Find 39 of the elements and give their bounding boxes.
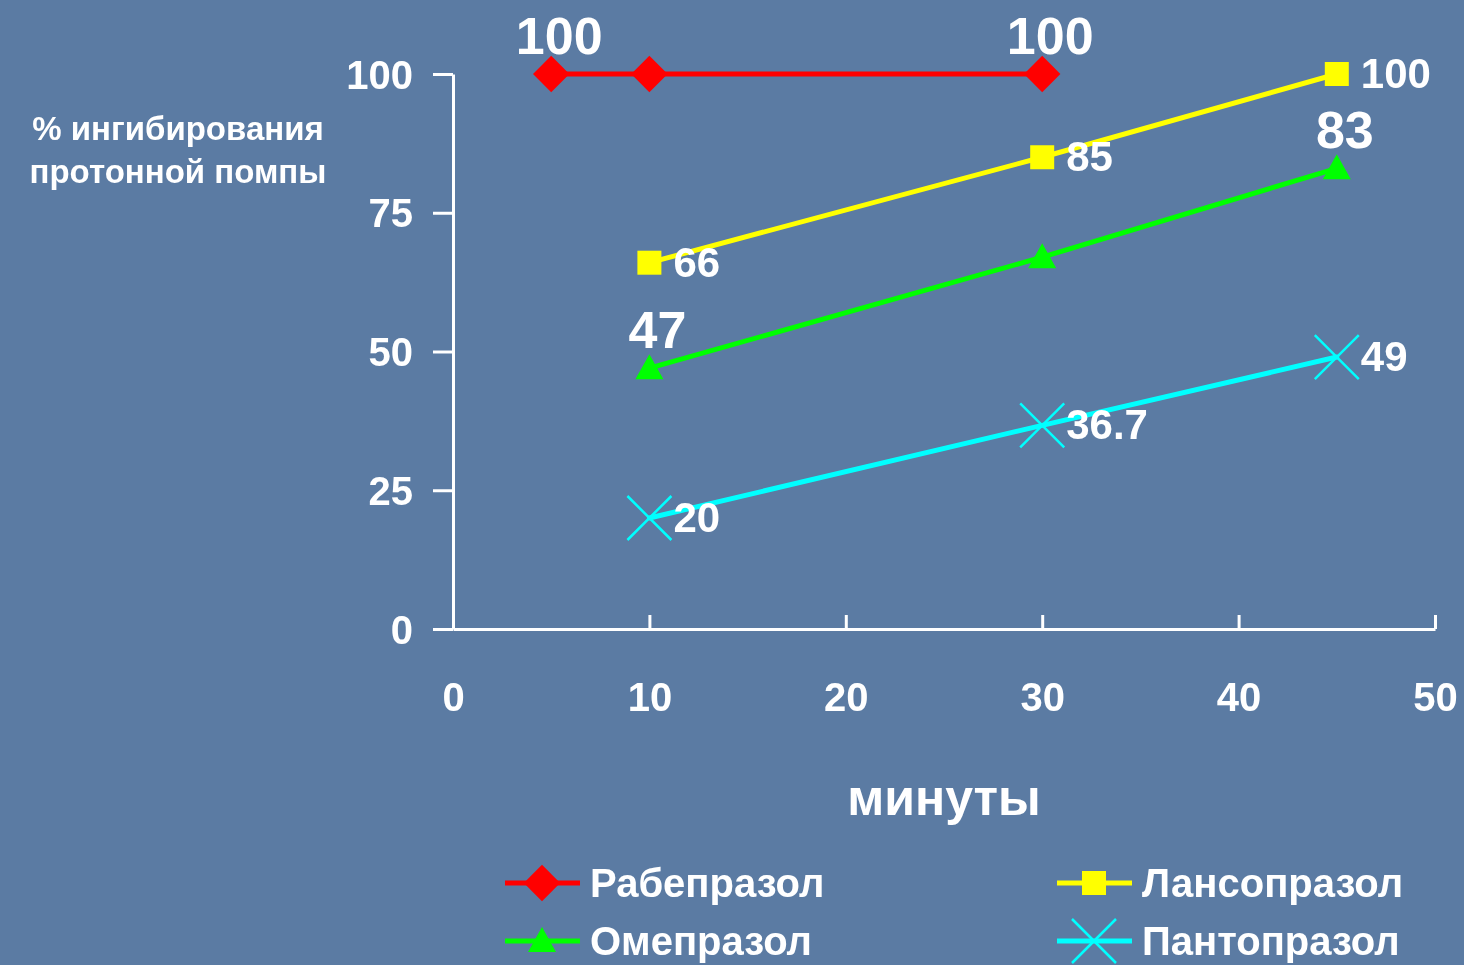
y-tick-label: 75 bbox=[368, 191, 413, 236]
y-tick-label: 100 bbox=[346, 52, 413, 97]
legend-label: Пантопразол bbox=[1142, 919, 1400, 963]
data-label: 83 bbox=[1315, 101, 1374, 160]
data-label: 100 bbox=[515, 7, 603, 65]
point bbox=[626, 494, 673, 542]
data-label: 100 bbox=[1006, 7, 1094, 65]
x-tick-label: 50 bbox=[1413, 675, 1458, 720]
x-tick-label: 30 bbox=[1020, 675, 1065, 720]
x-axis-title: минуты bbox=[847, 770, 1041, 826]
point bbox=[1028, 243, 1057, 269]
point bbox=[637, 250, 662, 275]
data-label: 47 bbox=[628, 301, 687, 360]
point bbox=[533, 55, 570, 93]
x-tick-label: 0 bbox=[442, 675, 465, 720]
legend-label: Лансопразол bbox=[1142, 861, 1404, 905]
point bbox=[1324, 62, 1349, 86]
point bbox=[631, 55, 668, 93]
data-label: 66 bbox=[673, 238, 721, 286]
legend-label: Омепразол bbox=[590, 919, 813, 963]
y-tick-label: 25 bbox=[368, 468, 413, 513]
data-label: 49 bbox=[1360, 333, 1408, 381]
data-label: 100 bbox=[1360, 50, 1431, 97]
data-label: 20 bbox=[673, 494, 721, 541]
x-tick-label: 40 bbox=[1216, 675, 1262, 720]
data-label: 85 bbox=[1066, 133, 1113, 181]
point bbox=[1018, 402, 1066, 449]
y-tick-label: 50 bbox=[368, 330, 413, 374]
y-tick-label: 0 bbox=[390, 607, 413, 652]
x-tick-label: 20 bbox=[824, 675, 869, 720]
point bbox=[635, 354, 664, 380]
point bbox=[1313, 333, 1361, 381]
data-label: 36.7 bbox=[1066, 401, 1148, 449]
y-axis-title: % ингибирования протонной помпы bbox=[29, 110, 327, 190]
x-tick-label: 10 bbox=[627, 675, 673, 720]
legend-label: Рабепразол bbox=[590, 861, 825, 905]
point bbox=[1322, 154, 1351, 180]
point bbox=[1030, 145, 1055, 170]
point bbox=[1024, 55, 1061, 93]
